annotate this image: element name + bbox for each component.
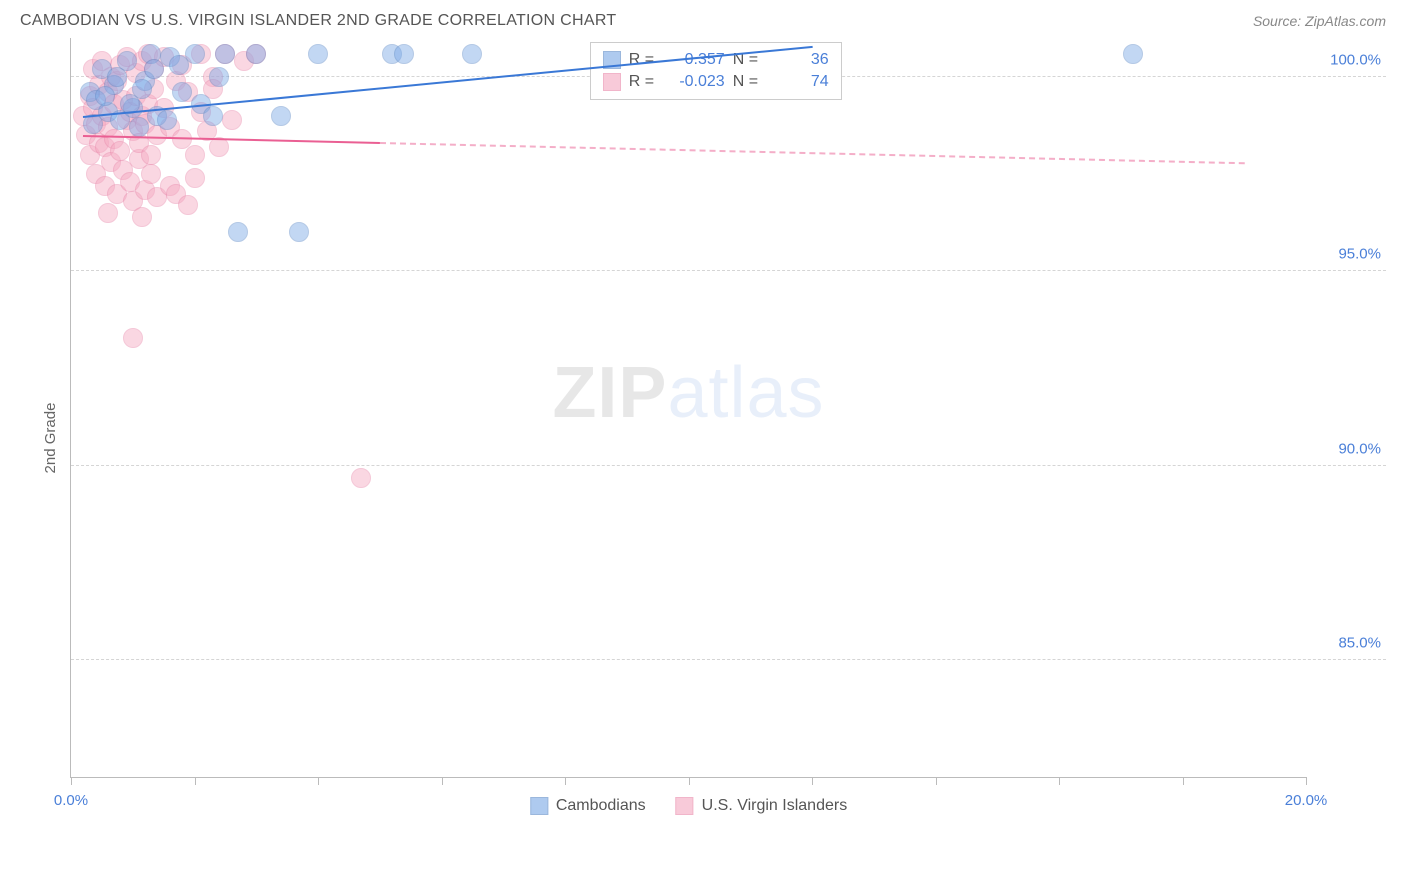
legend: Cambodians U.S. Virgin Islanders	[530, 797, 847, 815]
y-tick-label: 100.0%	[1330, 51, 1381, 68]
stat-row: R = -0.023 N = 74	[603, 71, 829, 93]
scatter-point	[394, 44, 414, 64]
scatter-point	[185, 168, 205, 188]
scatter-point	[246, 44, 266, 64]
chart-container: 2nd Grade ZIPatlas 100.0%95.0%90.0%85.0%…	[20, 38, 1386, 838]
scatter-point	[132, 207, 152, 227]
x-tick	[936, 777, 937, 785]
stat-n-value: 74	[769, 73, 829, 91]
x-tick	[71, 777, 72, 785]
watermark-atlas: atlas	[667, 353, 824, 433]
scatter-point	[98, 203, 118, 223]
scatter-point	[172, 82, 192, 102]
y-axis-label: 2nd Grade	[42, 403, 59, 474]
scatter-point	[228, 222, 248, 242]
scatter-point	[95, 86, 115, 106]
legend-swatch	[676, 797, 694, 815]
x-tick	[1059, 777, 1060, 785]
scatter-point	[289, 222, 309, 242]
scatter-point	[185, 145, 205, 165]
scatter-point	[203, 106, 223, 126]
scatter-point	[308, 44, 328, 64]
watermark-zip: ZIP	[552, 353, 667, 433]
chart-title: CAMBODIAN VS U.S. VIRGIN ISLANDER 2ND GR…	[20, 12, 616, 30]
y-tick-label: 90.0%	[1338, 440, 1381, 457]
scatter-point	[178, 195, 198, 215]
legend-item: U.S. Virgin Islanders	[676, 797, 848, 815]
x-tick	[689, 777, 690, 785]
scatter-point	[209, 67, 229, 87]
scatter-point	[123, 328, 143, 348]
x-tick-label: 0.0%	[54, 792, 88, 809]
x-tick	[318, 777, 319, 785]
x-tick	[1306, 777, 1307, 785]
trend-line-dashed	[380, 142, 1245, 164]
y-tick-label: 95.0%	[1338, 246, 1381, 263]
stat-n-value: 36	[769, 51, 829, 69]
x-tick	[1183, 777, 1184, 785]
scatter-point	[132, 79, 152, 99]
scatter-point	[141, 145, 161, 165]
source-attribution: Source: ZipAtlas.com	[1253, 13, 1386, 29]
scatter-point	[141, 164, 161, 184]
watermark: ZIPatlas	[552, 352, 824, 434]
scatter-point	[144, 59, 164, 79]
scatter-point	[462, 44, 482, 64]
stat-row: R =0.357N =36	[603, 49, 829, 71]
gridline	[71, 659, 1386, 660]
scatter-point	[222, 110, 242, 130]
series-swatch	[603, 73, 621, 91]
correlation-stats-box: R =0.357N =36R =-0.023N =74	[590, 42, 842, 100]
legend-swatch	[530, 797, 548, 815]
stat-n-label: N =	[733, 73, 761, 91]
scatter-point	[169, 55, 189, 75]
gridline	[71, 270, 1386, 271]
x-tick	[812, 777, 813, 785]
scatter-point	[351, 468, 371, 488]
stat-r-value: -0.023	[665, 73, 725, 91]
x-tick	[565, 777, 566, 785]
legend-item: Cambodians	[530, 797, 646, 815]
scatter-point	[157, 110, 177, 130]
x-tick	[195, 777, 196, 785]
legend-label: Cambodians	[556, 797, 646, 815]
scatter-point	[129, 117, 149, 137]
scatter-point	[271, 106, 291, 126]
gridline	[71, 465, 1386, 466]
stat-r-label: R =	[629, 51, 657, 69]
x-tick	[442, 777, 443, 785]
scatter-point	[215, 44, 235, 64]
legend-label: U.S. Virgin Islanders	[702, 797, 848, 815]
scatter-point	[110, 141, 130, 161]
y-tick-label: 85.0%	[1338, 635, 1381, 652]
x-tick-label: 20.0%	[1285, 792, 1328, 809]
scatter-point	[1123, 44, 1143, 64]
plot-area: ZIPatlas 100.0%95.0%90.0%85.0%0.0%20.0%R…	[70, 38, 1306, 778]
stat-r-label: R =	[629, 73, 657, 91]
scatter-point	[107, 67, 127, 87]
